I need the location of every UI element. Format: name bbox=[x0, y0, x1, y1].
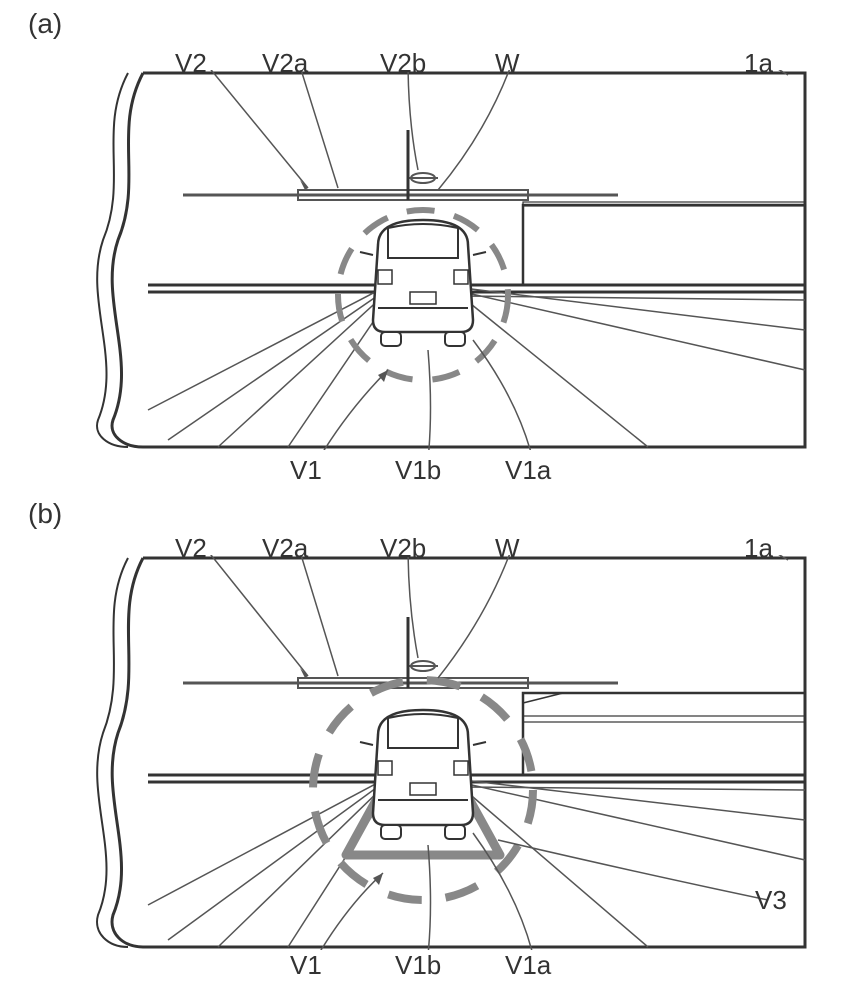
label-b-V3: V3 bbox=[755, 885, 787, 916]
label-W: W bbox=[495, 48, 520, 79]
label-b-V1: V1 bbox=[290, 950, 322, 981]
label-b-V1a: V1a bbox=[505, 950, 551, 981]
label-V2: V2 bbox=[175, 48, 207, 79]
car-icon bbox=[360, 710, 486, 839]
label-b-W: W bbox=[495, 533, 520, 564]
panel-label-a: (a) bbox=[28, 8, 62, 40]
label-V2a: V2a bbox=[262, 48, 308, 79]
panel-label-b: (b) bbox=[28, 498, 62, 530]
label-b-V2b: V2b bbox=[380, 533, 426, 564]
label-V2b: V2b bbox=[380, 48, 426, 79]
panel-b-diagram bbox=[88, 555, 808, 950]
label-b-V1b: V1b bbox=[395, 950, 441, 981]
label-V1b: V1b bbox=[395, 455, 441, 486]
label-V1a: V1a bbox=[505, 455, 551, 486]
label-V1: V1 bbox=[290, 455, 322, 486]
panel-a-diagram bbox=[88, 70, 808, 450]
label-1a: 1a bbox=[744, 48, 773, 79]
label-b-1a: 1a bbox=[744, 533, 773, 564]
car-icon bbox=[360, 220, 486, 346]
figure-page: (a) bbox=[0, 0, 856, 1000]
label-b-V2a: V2a bbox=[262, 533, 308, 564]
label-b-V2: V2 bbox=[175, 533, 207, 564]
